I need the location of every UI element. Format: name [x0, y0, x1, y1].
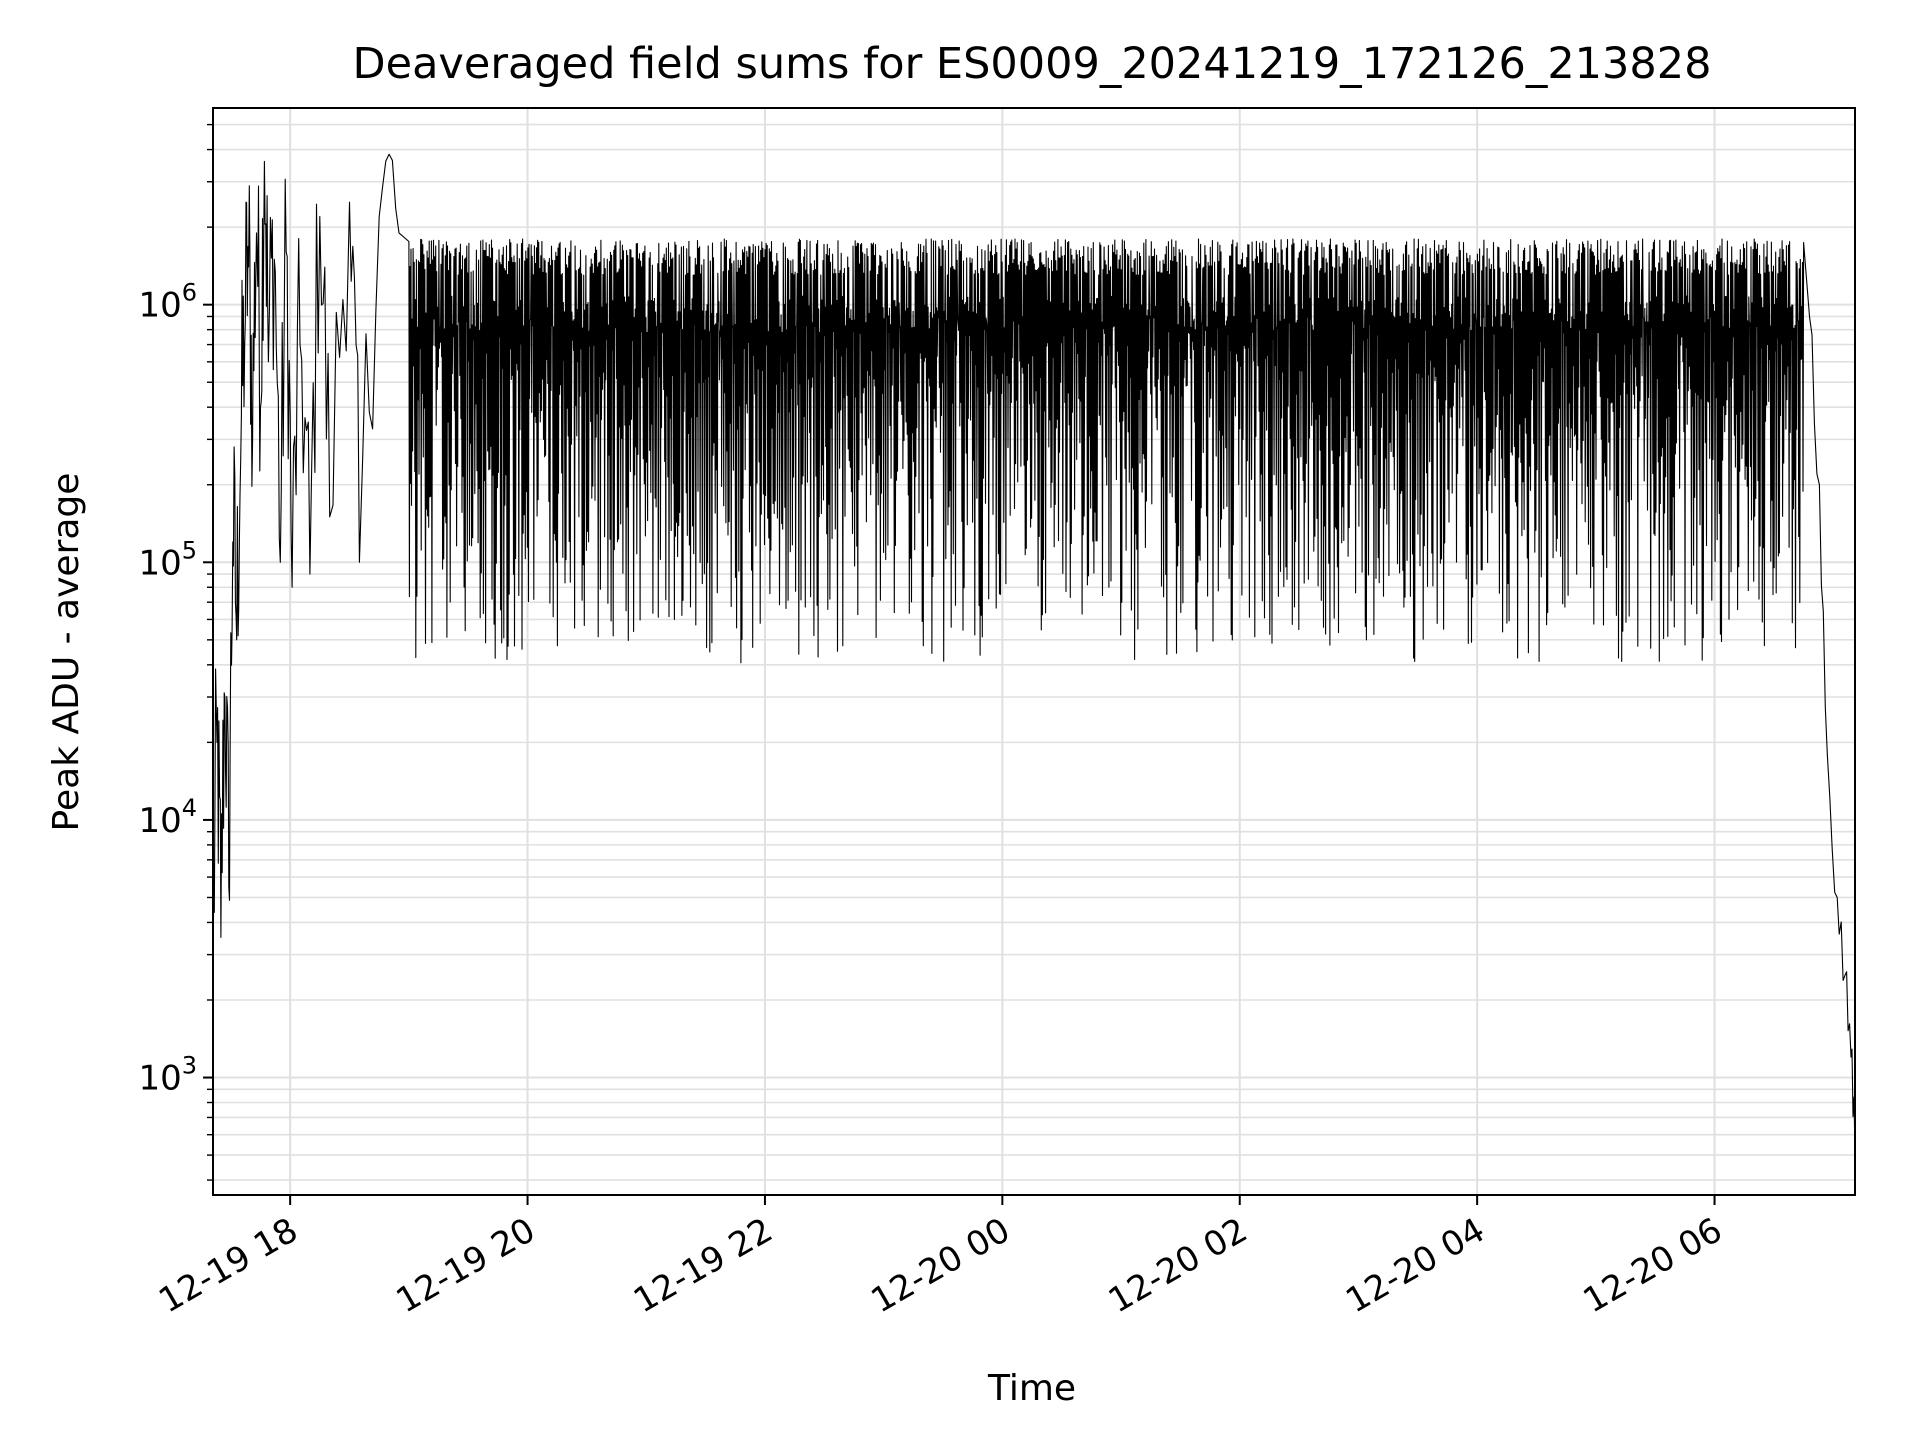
y-axis-ticks: 103 104 105 106	[138, 123, 213, 1181]
data-point	[216, 742, 217, 743]
data-point	[379, 216, 380, 217]
data-point	[236, 639, 237, 640]
data-point	[359, 562, 360, 563]
data-point	[1754, 516, 1755, 517]
data-point	[1809, 316, 1810, 317]
data-point	[248, 267, 249, 268]
data-point	[268, 361, 269, 362]
data-point	[232, 541, 233, 542]
series-line	[212, 153, 1856, 1156]
data-point	[1655, 238, 1656, 239]
data-point	[616, 686, 617, 687]
data-point	[1793, 275, 1794, 276]
data-point	[286, 252, 287, 253]
data-point	[1210, 639, 1211, 640]
data-point	[220, 937, 221, 938]
chart-title: Deaveraged field sums for ES0009_2024121…	[353, 39, 1712, 89]
data-point	[1837, 897, 1838, 898]
data-point	[1845, 975, 1846, 976]
y-axis-label: Peak ADU - average	[46, 473, 87, 832]
data-point	[240, 459, 241, 460]
data-point	[1427, 670, 1428, 671]
data-point	[300, 344, 301, 345]
data-point	[824, 238, 825, 239]
data-point	[264, 161, 265, 162]
data-point	[1827, 754, 1828, 755]
data-point	[256, 232, 257, 233]
data-point	[319, 216, 320, 217]
data-point	[398, 232, 399, 233]
x-axis-label: Time	[987, 1368, 1076, 1409]
data-point	[715, 664, 716, 665]
data-point	[448, 252, 449, 253]
data-point	[1819, 484, 1820, 485]
data-point	[244, 344, 245, 345]
data-point	[329, 516, 330, 517]
data-point	[478, 664, 479, 665]
data-point	[292, 587, 293, 588]
data-point	[252, 439, 253, 440]
data-point	[408, 541, 409, 542]
y-tick-label: 103	[138, 1052, 197, 1099]
grid-lines	[213, 108, 1855, 1195]
data-point	[547, 651, 548, 652]
y-tick-label: 105	[138, 536, 197, 583]
series-layer	[212, 153, 1856, 1156]
data-point	[260, 407, 261, 408]
data-point	[224, 697, 225, 698]
data-point	[349, 202, 350, 203]
data-point	[309, 574, 310, 575]
data-point	[274, 259, 275, 260]
data-point	[228, 886, 229, 887]
y-tick-label: 106	[138, 279, 197, 326]
data-point	[280, 562, 281, 563]
y-tick-label: 104	[138, 794, 197, 841]
plot-frame	[212, 107, 1856, 1196]
data-point	[1851, 1057, 1852, 1058]
